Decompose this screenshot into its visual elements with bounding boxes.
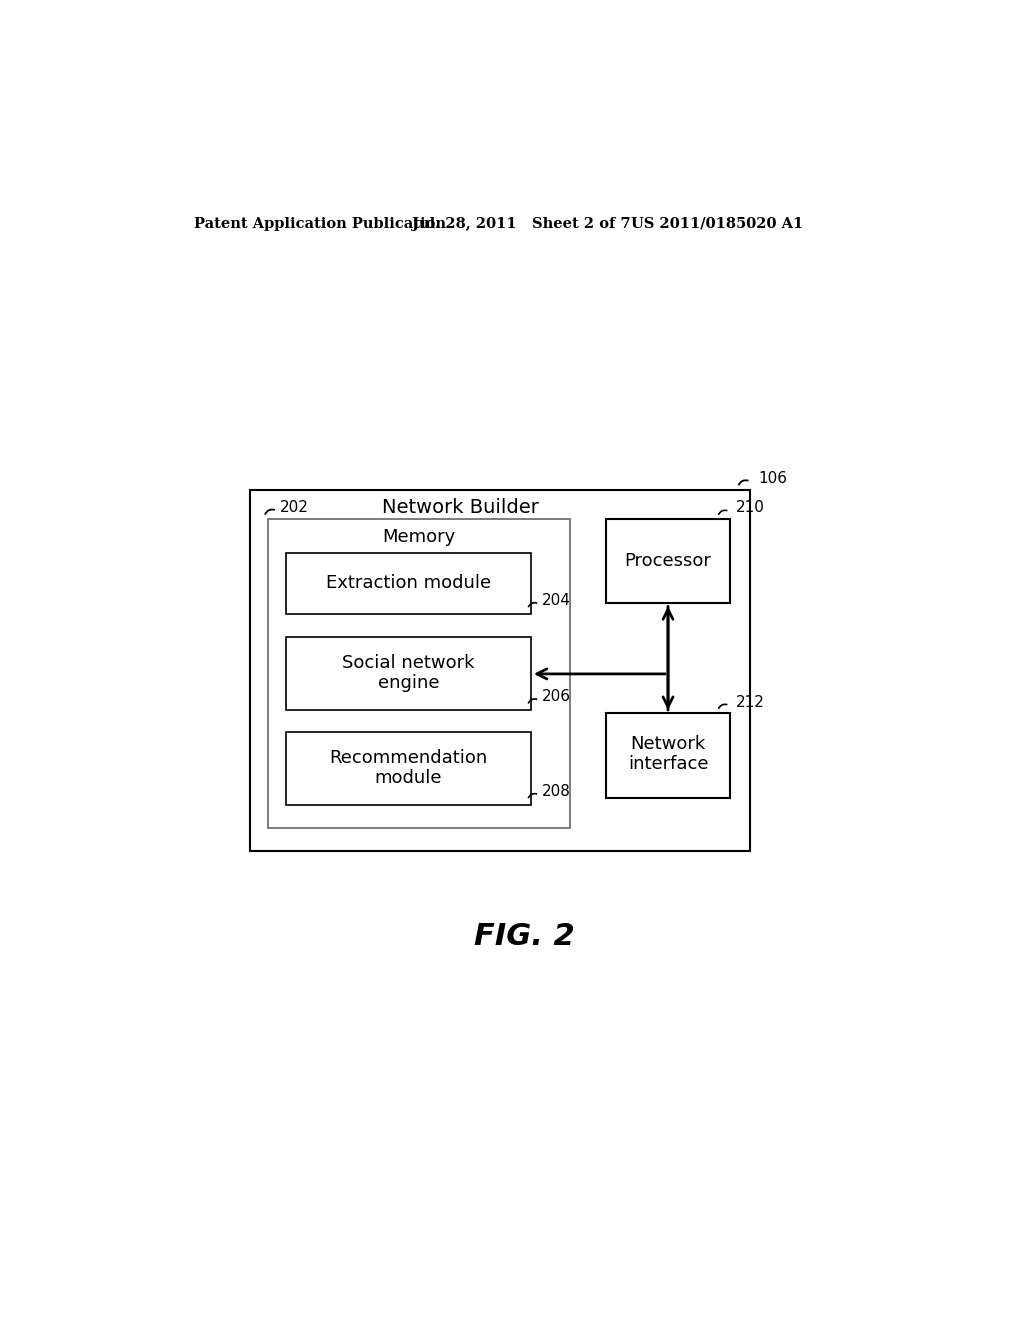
Bar <box>286 733 531 805</box>
Text: module: module <box>375 768 442 787</box>
Text: interface: interface <box>628 755 709 774</box>
Text: Memory: Memory <box>382 528 456 546</box>
Text: Processor: Processor <box>625 552 712 570</box>
Text: 202: 202 <box>280 500 309 516</box>
Text: Jul. 28, 2011   Sheet 2 of 7: Jul. 28, 2011 Sheet 2 of 7 <box>412 216 630 231</box>
Bar <box>267 519 570 829</box>
Bar <box>606 713 730 797</box>
Text: Patent Application Publication: Patent Application Publication <box>194 216 445 231</box>
Text: Recommendation: Recommendation <box>330 748 487 767</box>
Text: 210: 210 <box>736 500 765 516</box>
Text: 208: 208 <box>542 784 570 799</box>
Bar <box>250 490 751 851</box>
Text: Network Builder: Network Builder <box>382 499 539 517</box>
Text: Social network: Social network <box>342 655 475 672</box>
Text: FIG. 2: FIG. 2 <box>474 921 575 950</box>
Bar <box>286 553 531 614</box>
Text: Network: Network <box>631 735 706 754</box>
Text: 212: 212 <box>736 694 765 710</box>
Text: engine: engine <box>378 675 439 692</box>
Bar <box>286 638 531 710</box>
Text: 204: 204 <box>542 593 570 609</box>
Text: 106: 106 <box>758 471 787 486</box>
Text: Extraction module: Extraction module <box>326 574 492 593</box>
Text: 206: 206 <box>542 689 570 704</box>
Bar <box>606 519 730 603</box>
Text: US 2011/0185020 A1: US 2011/0185020 A1 <box>631 216 803 231</box>
